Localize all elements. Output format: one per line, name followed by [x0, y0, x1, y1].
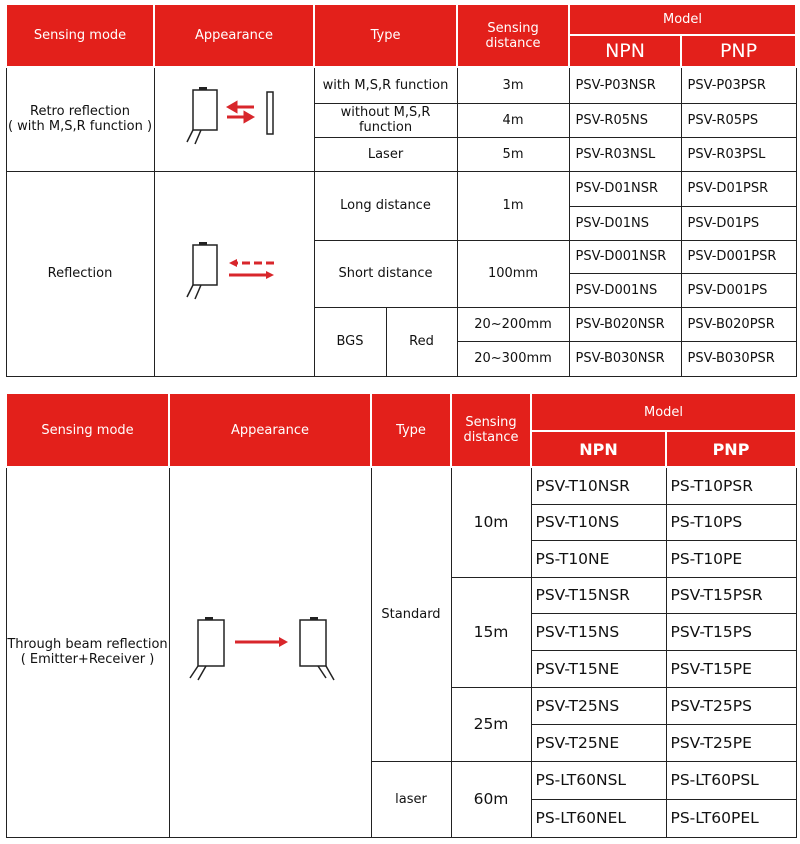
header-type: Type: [370, 392, 452, 468]
type-cell: without M,S,R function: [313, 102, 458, 138]
distance-cell: 20~300mm: [456, 340, 570, 377]
distance-cell: 4m: [456, 102, 570, 138]
pnp-model: PSV-R03PSL: [680, 136, 797, 172]
through-beam-table: Sensing mode Appearance Type Sensing dis…: [5, 392, 798, 838]
reflection-sensor-icon: [186, 241, 274, 299]
npn-model: PSV-T10NS: [530, 503, 667, 541]
npn-model: PSV-T15NSR: [530, 576, 667, 614]
type-cell: BGS: [313, 306, 387, 377]
pnp-model: PSV-T15PSR: [665, 576, 797, 614]
color-cell: Red: [385, 306, 458, 377]
header-sensing-mode: Sensing mode: [5, 392, 170, 468]
pnp-model: PS-LT60PSL: [665, 760, 797, 800]
header-model: Model: [529, 392, 798, 432]
header-sensing-mode: Sensing mode: [5, 3, 155, 68]
pnp-model: PSV-D01PSR: [680, 170, 797, 207]
distance-cell: 60m: [450, 760, 532, 838]
npn-model: PSV-R03NSL: [568, 136, 682, 172]
npn-model: PSV-T25NS: [530, 686, 667, 725]
pnp-model: PSV-D001PSR: [680, 239, 797, 274]
header-type: Type: [312, 3, 459, 68]
header-appearance: Appearance: [153, 3, 315, 68]
header-model: Model: [568, 3, 798, 36]
pnp-model: PSV-B030PSR: [680, 340, 797, 377]
npn-model: PSV-D001NSR: [568, 239, 682, 274]
npn-model: PSV-P03NSR: [568, 66, 682, 104]
pnp-model: PSV-D001PS: [680, 272, 797, 308]
type-standard: Standard: [370, 466, 452, 762]
mode-reflection: Reflection: [5, 170, 155, 377]
pnp-model: PS-T10PS: [665, 503, 797, 541]
pnp-model: PS-T10PE: [665, 539, 797, 578]
pnp-model: PSV-T25PE: [665, 723, 797, 762]
npn-model: PSV-B030NSR: [568, 340, 682, 377]
pnp-model: PSV-D01PS: [680, 205, 797, 241]
mode-retro: Retro reflection ( with M,S,R function ): [5, 66, 155, 172]
through-beam-sensor-icon: [189, 617, 335, 681]
retro-sensor-image: [153, 66, 315, 172]
npn-model: PSV-T10NSR: [530, 466, 667, 505]
npn-model: PSV-T15NS: [530, 612, 667, 651]
npn-model: PSV-D01NS: [568, 205, 682, 241]
npn-model: PS-LT60NEL: [530, 798, 667, 838]
header-distance: Sensing distance: [456, 3, 571, 68]
retro-reflection-table: Sensing mode Appearance Type Sensing dis…: [5, 3, 798, 377]
npn-model: PSV-T25NE: [530, 723, 667, 762]
pnp-model: PSV-T15PS: [665, 612, 797, 651]
distance-cell: 3m: [456, 66, 570, 104]
header-npn: NPN: [530, 430, 667, 468]
through-beam-sensor-image: [168, 466, 372, 838]
npn-model: PS-T10NE: [530, 539, 667, 578]
npn-model: PSV-B020NSR: [568, 306, 682, 342]
reflection-sensor-image: [153, 170, 315, 377]
type-cell: Long distance: [313, 170, 458, 241]
retro-sensor-icon: [186, 87, 274, 145]
distance-cell: 20~200mm: [456, 306, 570, 342]
header-distance: Sensing distance: [450, 392, 532, 468]
npn-model: PSV-D01NSR: [568, 170, 682, 207]
pnp-model: PSV-P03PSR: [680, 66, 797, 104]
pnp-model: PS-T10PSR: [665, 466, 797, 505]
header-pnp: PNP: [680, 34, 798, 68]
pnp-model: PSV-B020PSR: [680, 306, 797, 342]
type-cell: Laser: [313, 136, 458, 172]
pnp-model: PSV-T15PE: [665, 649, 797, 688]
distance-cell: 25m: [450, 686, 532, 762]
npn-model: PSV-T15NE: [530, 649, 667, 688]
distance-cell: 100mm: [456, 239, 570, 308]
pnp-model: PS-LT60PEL: [665, 798, 797, 838]
type-cell: Short distance: [313, 239, 458, 308]
distance-cell: 1m: [456, 170, 570, 241]
type-laser: laser: [370, 760, 452, 838]
header-npn: NPN: [568, 34, 683, 68]
npn-model: PSV-R05NS: [568, 102, 682, 138]
mode-through-beam: Through beam reflection ( Emitter+Receiv…: [5, 466, 170, 838]
pnp-model: PSV-R05PS: [680, 102, 797, 138]
distance-cell: 15m: [450, 576, 532, 688]
header-appearance: Appearance: [168, 392, 372, 468]
header-pnp: PNP: [664, 430, 798, 468]
distance-cell: 10m: [450, 466, 532, 578]
pnp-model: PSV-T25PS: [665, 686, 797, 725]
npn-model: PSV-D001NS: [568, 272, 682, 308]
npn-model: PS-LT60NSL: [530, 760, 667, 800]
distance-cell: 5m: [456, 136, 570, 172]
type-cell: with M,S,R function: [313, 66, 458, 104]
